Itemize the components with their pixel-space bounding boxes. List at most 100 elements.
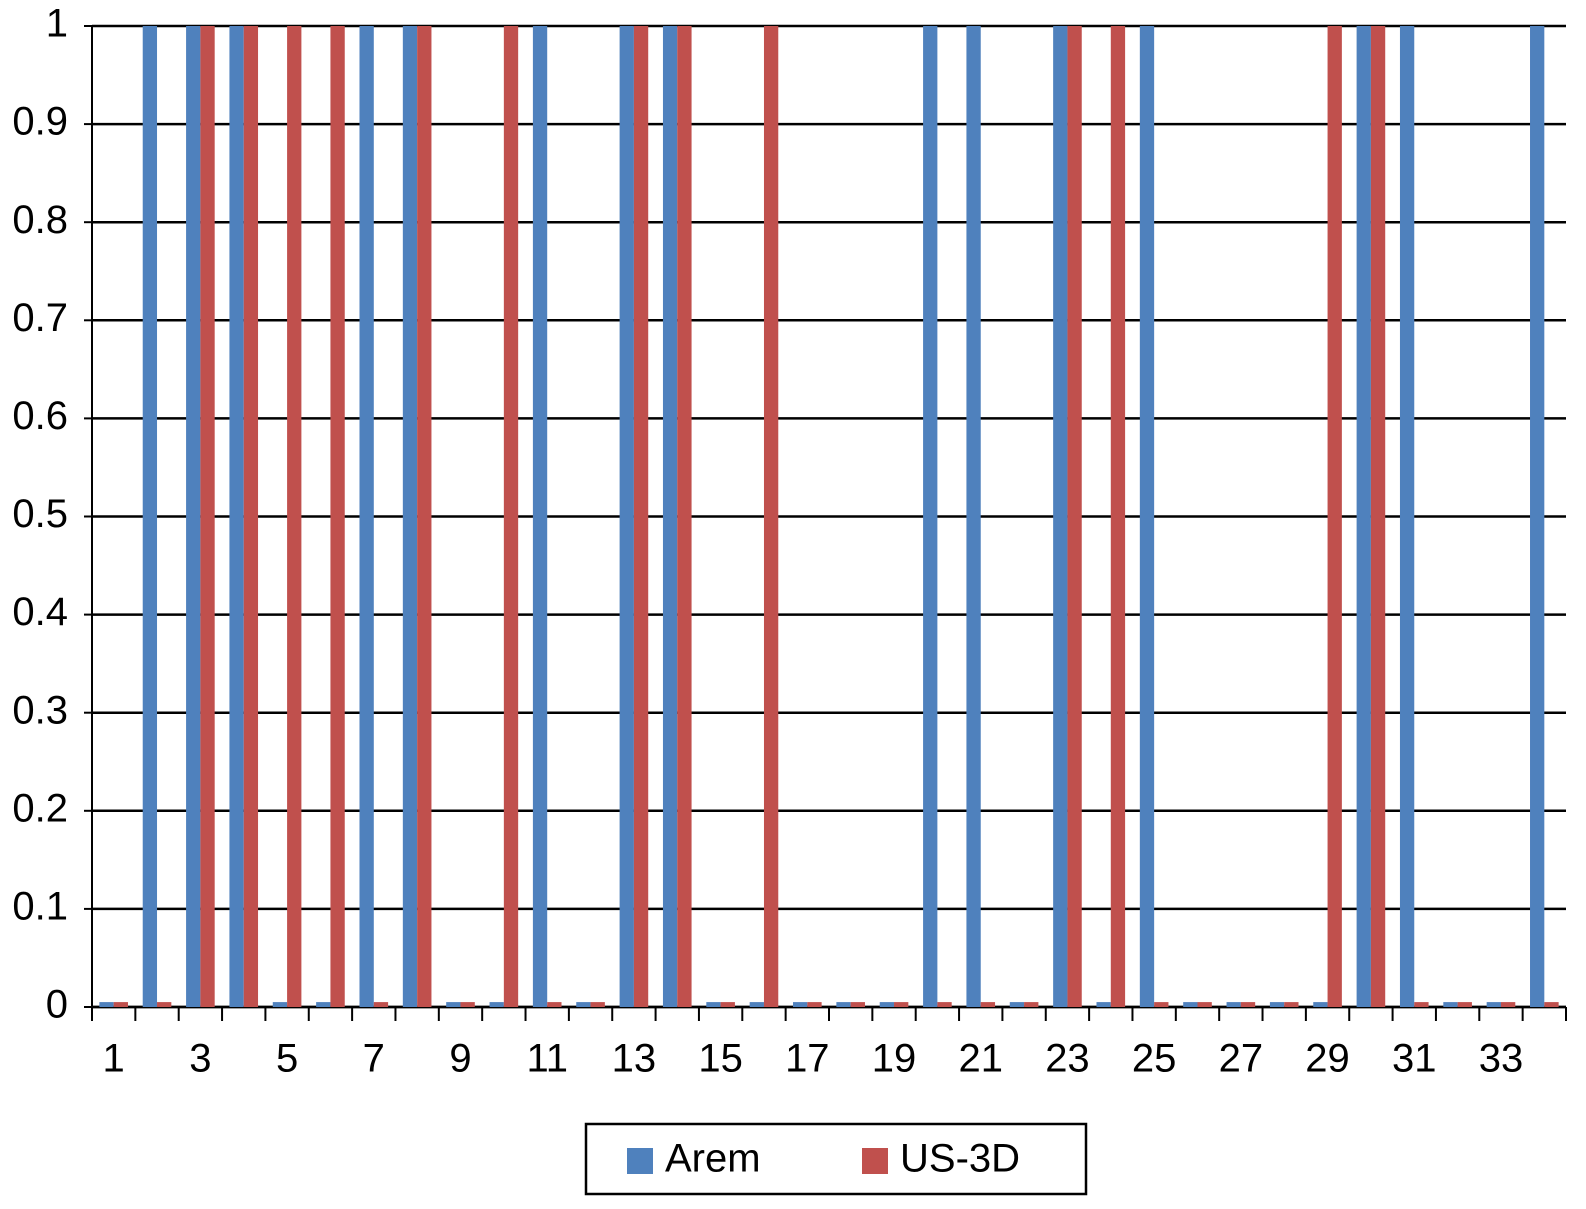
bar (894, 1002, 909, 1007)
x-tick-label: 29 (1305, 1037, 1350, 1081)
bar (316, 1002, 331, 1007)
y-tick-label: 0.5 (12, 492, 68, 536)
x-tick-label: 31 (1392, 1037, 1437, 1081)
bar (243, 26, 259, 1007)
bar (619, 26, 634, 1007)
bar (1183, 1002, 1198, 1007)
bar (113, 1002, 128, 1007)
bar (850, 1002, 865, 1007)
y-tick-label: 0.7 (12, 296, 68, 340)
bar (417, 26, 432, 1007)
bar (1327, 26, 1342, 1007)
bar (1370, 26, 1386, 1007)
bar (532, 26, 548, 1007)
bar (966, 26, 981, 1007)
bar (807, 1002, 822, 1007)
bar (836, 1002, 851, 1007)
bar (1226, 1002, 1241, 1007)
bar (1240, 1002, 1256, 1007)
bar (229, 26, 244, 1007)
x-tick-label: 3 (189, 1037, 211, 1081)
bar (99, 1002, 114, 1007)
y-tick-label: 0.4 (12, 590, 68, 634)
legend-label: US-3D (900, 1137, 1020, 1181)
x-tick-label: 33 (1479, 1037, 1524, 1081)
x-tick-label: 9 (449, 1037, 471, 1081)
bar (1139, 26, 1155, 1007)
bar (879, 1002, 895, 1007)
bar (937, 1002, 952, 1007)
bar (1356, 26, 1371, 1007)
bar (706, 1002, 721, 1007)
legend-label: Arem (665, 1137, 761, 1181)
bar (1414, 1002, 1429, 1007)
bar (460, 1002, 475, 1007)
bar (1399, 26, 1415, 1007)
bar (793, 1002, 808, 1007)
bar (923, 26, 938, 1007)
x-tick-label: 27 (1219, 1037, 1264, 1081)
legend-box (584, 1122, 1088, 1196)
bar (157, 1002, 172, 1007)
bar (1313, 1002, 1328, 1007)
bar (1053, 26, 1068, 1007)
bar (503, 26, 519, 1007)
x-tick-label: 15 (698, 1037, 743, 1081)
bar (1096, 1002, 1111, 1007)
bar (576, 1002, 591, 1007)
bar (590, 1002, 605, 1007)
y-tick-label: 0.1 (12, 884, 68, 928)
x-tick-label: 7 (363, 1037, 385, 1081)
bar (547, 1002, 562, 1007)
x-tick-label: 25 (1132, 1037, 1177, 1081)
y-tick-label: 0.3 (12, 688, 68, 732)
x-tick-label: 11 (526, 1037, 568, 1081)
y-tick-label: 0.8 (12, 198, 68, 242)
bar (142, 26, 158, 1007)
bar (1486, 1002, 1501, 1007)
x-tick-label: 19 (872, 1037, 917, 1081)
bar (1067, 26, 1082, 1007)
bar (446, 1002, 461, 1007)
legend-swatch (862, 1148, 888, 1174)
bar (272, 1002, 288, 1007)
y-tick-label: 0 (46, 983, 68, 1027)
x-tick-label: 21 (958, 1037, 1003, 1081)
bar (662, 26, 678, 1007)
bar (200, 26, 215, 1007)
bar (749, 1002, 764, 1007)
bar (489, 1002, 504, 1007)
bar (720, 1002, 735, 1007)
bar (330, 26, 345, 1007)
bar (677, 26, 692, 1007)
bar (1284, 1002, 1299, 1007)
bar (1530, 26, 1545, 1007)
bar (980, 1002, 996, 1007)
bar (186, 26, 201, 1007)
x-tick-label: 17 (785, 1037, 830, 1081)
y-tick-label: 0.9 (12, 100, 68, 144)
bar (1154, 1002, 1169, 1007)
bar (287, 26, 302, 1007)
bar (1024, 1002, 1039, 1007)
y-tick-label: 0.2 (12, 786, 68, 830)
legend-swatch (627, 1148, 653, 1174)
y-tick-label: 0.6 (12, 394, 68, 438)
bar (633, 26, 649, 1007)
x-tick-label: 1 (103, 1037, 125, 1081)
bar (402, 26, 418, 1007)
bar (763, 26, 779, 1007)
bar (1500, 1002, 1516, 1007)
x-tick-label: 5 (276, 1037, 298, 1081)
bar (1443, 1002, 1458, 1007)
x-tick-label: 13 (612, 1037, 657, 1081)
y-tick-label: 1 (46, 2, 68, 46)
bar (373, 1002, 389, 1007)
x-tick-label: 23 (1045, 1037, 1090, 1081)
bar (1009, 1002, 1025, 1007)
bar (1110, 26, 1126, 1007)
bar (1269, 1002, 1285, 1007)
bar (1457, 1002, 1472, 1007)
bar (359, 26, 374, 1007)
